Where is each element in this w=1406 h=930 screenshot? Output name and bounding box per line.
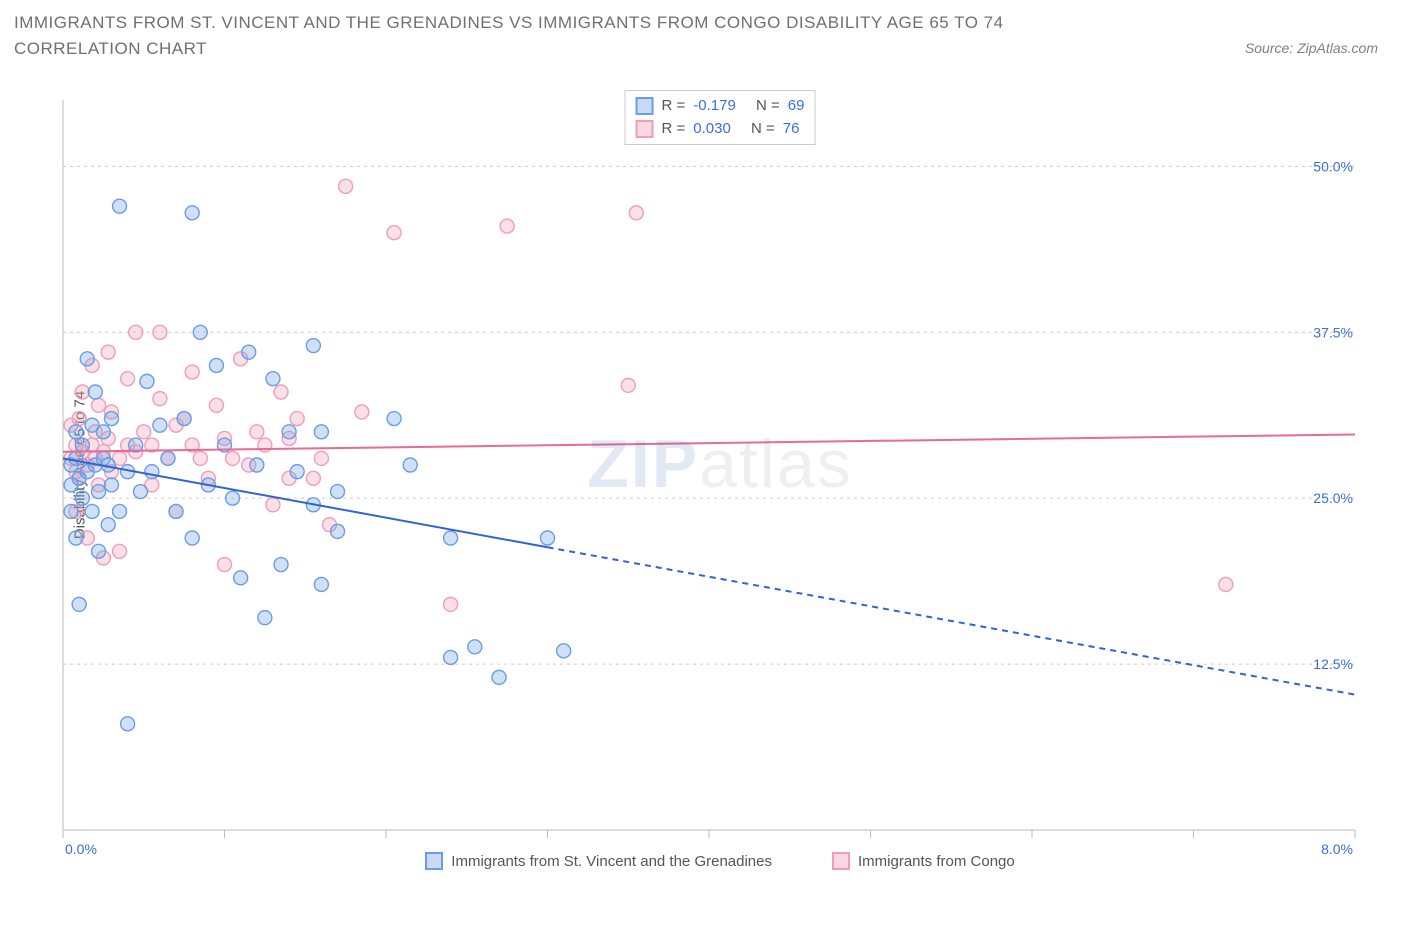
r-value: -0.179 bbox=[693, 95, 736, 118]
svg-text:12.5%: 12.5% bbox=[1313, 656, 1353, 672]
swatch-blue-icon bbox=[425, 852, 443, 870]
grid-lines bbox=[63, 166, 1355, 664]
axis-labels: 12.5%25.0%37.5%50.0%0.0%8.0% bbox=[65, 158, 1353, 857]
header-row: IMMIGRANTS FROM ST. VINCENT AND THE GREN… bbox=[0, 0, 1406, 61]
plot-area: 12.5%25.0%37.5%50.0%0.0%8.0% ZIPatlas R … bbox=[55, 90, 1385, 870]
scatter-plot-svg: 12.5%25.0%37.5%50.0%0.0%8.0% bbox=[55, 90, 1385, 870]
source-label: Source: ZipAtlas.com bbox=[1245, 40, 1378, 56]
n-label: N = bbox=[756, 95, 780, 118]
n-label: N = bbox=[751, 118, 775, 141]
regression-lines bbox=[63, 434, 1355, 694]
legend-bottom: Immigrants from St. Vincent and the Gren… bbox=[55, 852, 1385, 870]
n-value: 76 bbox=[783, 118, 800, 141]
svg-text:37.5%: 37.5% bbox=[1313, 324, 1353, 340]
legend-stats-row-1: R = -0.179 N = 69 bbox=[636, 95, 805, 118]
series-blue-points bbox=[64, 199, 571, 731]
legend-stats-box: R = -0.179 N = 69 R = 0.030 N = 76 bbox=[625, 90, 816, 145]
legend-label: Immigrants from St. Vincent and the Gren… bbox=[451, 853, 772, 870]
series-pink-points bbox=[64, 179, 1233, 611]
chart-container: IMMIGRANTS FROM ST. VINCENT AND THE GREN… bbox=[0, 0, 1406, 930]
legend-label: Immigrants from Congo bbox=[858, 853, 1015, 870]
r-value: 0.030 bbox=[693, 118, 731, 141]
n-value: 69 bbox=[788, 95, 805, 118]
chart-title: IMMIGRANTS FROM ST. VINCENT AND THE GREN… bbox=[14, 10, 1134, 61]
r-label: R = bbox=[662, 118, 686, 141]
legend-stats-row-2: R = 0.030 N = 76 bbox=[636, 118, 805, 141]
legend-item-blue: Immigrants from St. Vincent and the Gren… bbox=[425, 852, 772, 870]
swatch-blue-icon bbox=[636, 97, 654, 115]
r-label: R = bbox=[662, 95, 686, 118]
svg-text:25.0%: 25.0% bbox=[1313, 490, 1353, 506]
legend-item-pink: Immigrants from Congo bbox=[832, 852, 1015, 870]
swatch-pink-icon bbox=[636, 120, 654, 138]
svg-text:50.0%: 50.0% bbox=[1313, 158, 1353, 174]
swatch-pink-icon bbox=[832, 852, 850, 870]
